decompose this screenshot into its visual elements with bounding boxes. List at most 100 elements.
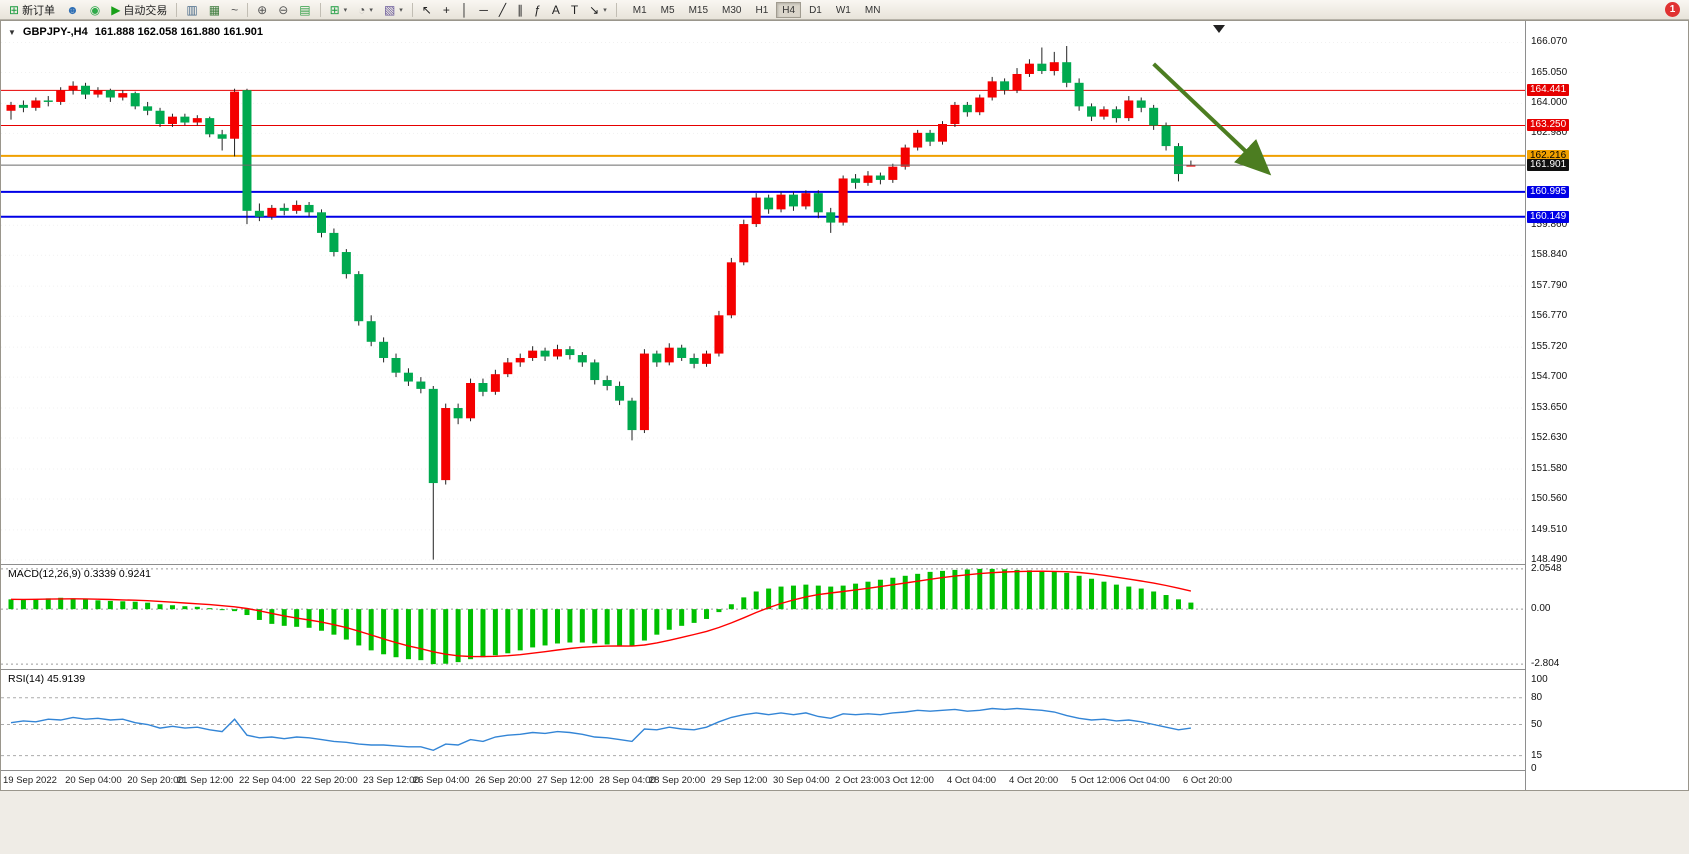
toolbar-separator <box>615 2 617 17</box>
line-chart-icon: ~ <box>231 2 239 17</box>
price-axis-label: 149.510 <box>1531 523 1568 535</box>
tile-windows-button[interactable]: ▤ <box>294 1 315 19</box>
text-label-icon: T <box>570 2 579 17</box>
timeframe-button-w1[interactable]: W1 <box>830 2 857 18</box>
price-level-badge: 164.441 <box>1527 84 1570 97</box>
horizontal-line-tool-button[interactable]: ─ <box>474 1 493 19</box>
time-axis[interactable]: 19 Sep 2022 20 Sep 04:00 20 Sep 20:00 21 Se… <box>1 771 1525 790</box>
time-axis-label: 28 Sep 20:00 <box>648 775 706 786</box>
time-axis-label: 30 Sep 04:00 <box>773 775 830 786</box>
community-button[interactable]: ◉ <box>85 1 105 19</box>
macd-indicator-pane[interactable] <box>1 565 1525 669</box>
price-axis-label: 165.050 <box>1531 66 1568 78</box>
new-chart-dropdown-caret: ▾ <box>343 6 348 14</box>
cursor-tool-button[interactable]: ↖ <box>417 1 437 19</box>
time-axis-label: 6 Oct 04:00 <box>1120 775 1170 786</box>
template-button[interactable]: ▧ ▾ <box>379 1 408 19</box>
bar-chart-button[interactable]: ▥ <box>181 1 202 19</box>
new-chart-button[interactable]: ⊞ ▾ <box>325 1 353 19</box>
profile-icon: ☻ <box>66 2 79 17</box>
fibonacci-tool-button[interactable]: ƒ <box>529 1 546 19</box>
vertical-line-tool-button[interactable]: │ <box>456 1 474 19</box>
time-axis-label: 28 Sep 04:00 <box>599 775 656 786</box>
trendline-icon: ╱ <box>498 2 507 17</box>
toolbar-separator <box>176 2 178 17</box>
pane-separator[interactable] <box>1 669 1688 670</box>
time-axis-label: 26 Sep 20:00 <box>474 775 532 786</box>
period-button[interactable]: ◔ ▾ <box>353 1 378 19</box>
price-axis-label: 155.720 <box>1531 341 1568 353</box>
pane-separator[interactable] <box>1 564 1688 565</box>
toolbar: ⊞ 新订单 ☻ ◉ ▶ 自动交易 ▥ ▦ ~ ⊕ ⊖ ▤ ⊞ ▾ ◔ ▾ ▧ ▾ ↖ … <box>0 0 1689 20</box>
template-icon: ▧ <box>383 2 396 17</box>
autotrading-icon: ▶ <box>111 2 121 17</box>
rsi-line <box>10 707 1191 752</box>
price-axis-label: 152.630 <box>1531 432 1568 444</box>
time-axis-label: 4 Oct 20:00 <box>1009 775 1059 786</box>
timeframe-button-d1[interactable]: D1 <box>803 2 828 18</box>
price-axis-label: 148.490 <box>1531 553 1568 565</box>
pane-separator[interactable] <box>1 770 1688 771</box>
text-icon: A <box>551 2 560 17</box>
price-axis-label: 159.860 <box>1531 219 1568 231</box>
new-order-label: 新订单 <box>22 4 56 17</box>
notifications-badge[interactable]: 1 <box>1665 2 1680 17</box>
price-axis[interactable]: 166.070 165.050 164.000 162.980 159.860 158.8… <box>1525 21 1688 790</box>
new-chart-icon: ⊞ <box>329 2 340 17</box>
time-axis-label: 2 Oct 23:00 <box>835 775 885 786</box>
price-gridlines <box>1 41 1525 561</box>
time-axis-label: 5 Oct 12:00 <box>1071 775 1121 786</box>
rsi-axis-label: 50 <box>1531 718 1543 730</box>
autotrading-label: 自动交易 <box>123 4 168 17</box>
time-axis-label: 27 Sep 12:00 <box>537 775 594 786</box>
horizontal-level-lines <box>1 89 1525 218</box>
vertical-line-icon: │ <box>460 2 469 17</box>
arrow-tool-icon: ↘ <box>589 2 600 17</box>
timeframe-button-m30[interactable]: M30 <box>716 2 747 18</box>
main-price-chart[interactable] <box>1 21 1525 564</box>
line-chart-button[interactable]: ~ <box>226 1 243 19</box>
timeframe-button-mn[interactable]: MN <box>859 2 887 18</box>
candlestick-chart-icon: ▦ <box>208 2 221 17</box>
time-axis-label: 20 Sep 20:00 <box>127 775 184 786</box>
time-axis-label: 23 Sep 12:00 <box>363 775 420 786</box>
chart-ohlc-values: 161.888 162.058 161.880 161.901 <box>94 26 263 38</box>
macd-axis-label: 2.0548 <box>1531 562 1562 574</box>
price-level-badge: 160.995 <box>1527 185 1570 198</box>
channel-tool-button[interactable]: ∥ <box>512 1 528 19</box>
profile-button[interactable]: ☻ <box>61 1 84 19</box>
timeframe-button-m15[interactable]: M15 <box>683 2 714 18</box>
chart-title-bar: ▼ GBPJPY-,H4 161.888 162.058 161.880 161… <box>8 26 263 38</box>
time-axis-label: 21 Sep 12:00 <box>176 775 234 786</box>
arrows-tool-button[interactable]: ↘ ▾ <box>584 1 612 19</box>
price-level-badge: 160.149 <box>1527 210 1570 223</box>
timeframe-button-m5[interactable]: M5 <box>655 2 681 18</box>
crosshair-icon: + <box>442 2 450 17</box>
toolbar-separator <box>411 2 413 17</box>
trendline-tool-button[interactable]: ╱ <box>494 1 511 19</box>
rsi-label: RSI(14) 45.9139 <box>8 673 86 685</box>
price-axis-label: 153.650 <box>1531 402 1568 414</box>
price-axis-label: 151.580 <box>1531 462 1568 474</box>
time-axis-label: 19 Sep 2022 <box>3 775 57 786</box>
zoom-in-button[interactable]: ⊕ <box>252 1 272 19</box>
timeframe-button-m1[interactable]: M1 <box>627 2 653 18</box>
trend-arrow-annotation <box>1152 62 1272 176</box>
crosshair-tool-button[interactable]: + <box>438 1 455 19</box>
one-click-trading-toggle[interactable]: ▼ <box>8 27 16 37</box>
candlestick-chart-button[interactable]: ▦ <box>204 1 225 19</box>
timeframe-button-h4[interactable]: H4 <box>776 1 802 18</box>
text-tool-button[interactable]: A <box>547 1 565 19</box>
candles <box>6 46 1196 560</box>
macd-signal-line <box>10 570 1192 658</box>
zoom-out-icon: ⊖ <box>278 2 289 17</box>
rsi-axis-label: 0 <box>1531 763 1537 774</box>
arrows-dropdown-caret: ▾ <box>603 6 607 14</box>
timeframe-button-h1[interactable]: H1 <box>749 2 774 18</box>
new-order-button[interactable]: ⊞ 新订单 <box>4 1 60 19</box>
macd-label: MACD(12,26,9) 0.3339 0.9241 <box>8 568 152 580</box>
rsi-indicator-pane[interactable] <box>1 670 1525 770</box>
zoom-out-button[interactable]: ⊖ <box>273 1 293 19</box>
autotrading-button[interactable]: ▶ 自动交易 <box>106 1 172 19</box>
text-label-tool-button[interactable]: T <box>566 1 583 19</box>
